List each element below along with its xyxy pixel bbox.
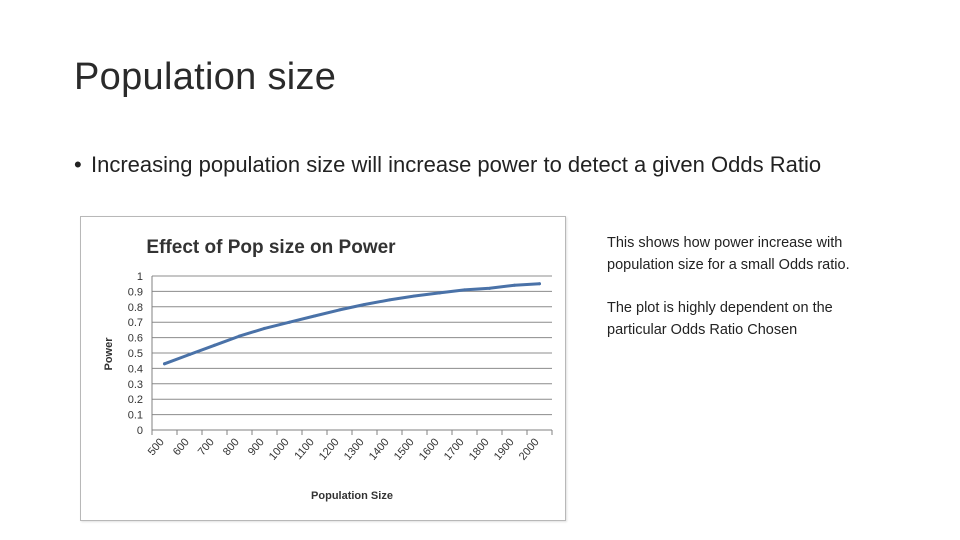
y-tick-label: 0.4: [128, 363, 143, 375]
data-point: [313, 314, 316, 318]
data-point: [338, 308, 341, 312]
data-point: [438, 291, 441, 295]
y-tick-label: 1: [137, 271, 143, 283]
chart-gridlines: [151, 275, 553, 435]
bullet-point: • Increasing population size will increa…: [74, 150, 894, 179]
x-tick-label: 900: [246, 436, 267, 458]
data-point: [263, 326, 266, 330]
data-point: [238, 334, 241, 338]
y-tick-label: 0.6: [128, 333, 143, 345]
series-line: [163, 282, 541, 366]
x-tick-label: 1500: [392, 436, 417, 462]
y-tick-label: 0.9: [128, 286, 143, 298]
y-tick-label: 0.3: [128, 379, 143, 391]
data-point: [213, 343, 216, 347]
chart-series: [163, 282, 541, 366]
y-axis-label: Power: [103, 337, 115, 371]
data-point: [463, 288, 466, 292]
x-tick-label: 800: [221, 436, 242, 458]
y-tick-label: 0.8: [128, 302, 143, 314]
x-tick-label: 1200: [317, 436, 342, 462]
data-point: [538, 282, 541, 286]
x-tick-label: 1800: [467, 436, 492, 462]
x-tick-label: 1600: [417, 436, 442, 462]
data-point: [488, 286, 491, 290]
bullet-dot-icon: •: [74, 152, 82, 177]
slide-title: Population size: [74, 56, 337, 98]
y-tick-label: 0.5: [128, 348, 143, 360]
x-tick-label: 1000: [267, 436, 292, 462]
data-point: [363, 302, 366, 306]
y-tick-label: 0.2: [128, 394, 143, 406]
side-note-1: This shows how power increase with popul…: [607, 235, 850, 273]
chart-container: Effect of Pop size on Power 0 0.1 0.2 0.3 0.…: [80, 216, 566, 521]
x-axis-ticks: 500 600 700 800 900 1000 1100 1200 1300 1400 1500 1…: [146, 436, 542, 462]
x-tick-label: 1700: [442, 436, 467, 462]
x-tick-label: 1400: [367, 436, 392, 462]
x-axis-label: Population Size: [311, 490, 393, 502]
x-tick-label: 1100: [292, 436, 316, 462]
data-point: [513, 283, 516, 287]
data-point: [388, 298, 391, 302]
x-tick-label: 700: [196, 436, 217, 458]
side-notes: This shows how power increase with popul…: [607, 232, 867, 362]
side-note-2: The plot is highly dependent on the part…: [607, 300, 833, 338]
y-axis-ticks: 0 0.1 0.2 0.3 0.4 0.5 0.6 0.7 0.8 0.9 1: [128, 271, 143, 437]
bullet-text: Increasing population size will increase…: [91, 152, 822, 177]
y-tick-label: 0: [137, 425, 143, 437]
x-tick-label: 2000: [517, 436, 542, 462]
y-tick-label: 0.1: [128, 410, 143, 422]
x-tick-label: 1900: [492, 436, 517, 462]
x-tick-label: 1300: [342, 436, 367, 462]
data-point: [188, 353, 191, 357]
y-tick-label: 0.7: [128, 317, 143, 329]
x-tick-label: 500: [146, 436, 167, 458]
data-point: [413, 294, 416, 298]
data-point: [288, 320, 291, 324]
x-tick-label: 600: [171, 436, 192, 458]
chart-title: Effect of Pop size on Power: [146, 237, 396, 258]
line-chart: Effect of Pop size on Power 0 0.1 0.2 0.3 0.…: [103, 237, 553, 502]
data-point: [163, 362, 166, 366]
